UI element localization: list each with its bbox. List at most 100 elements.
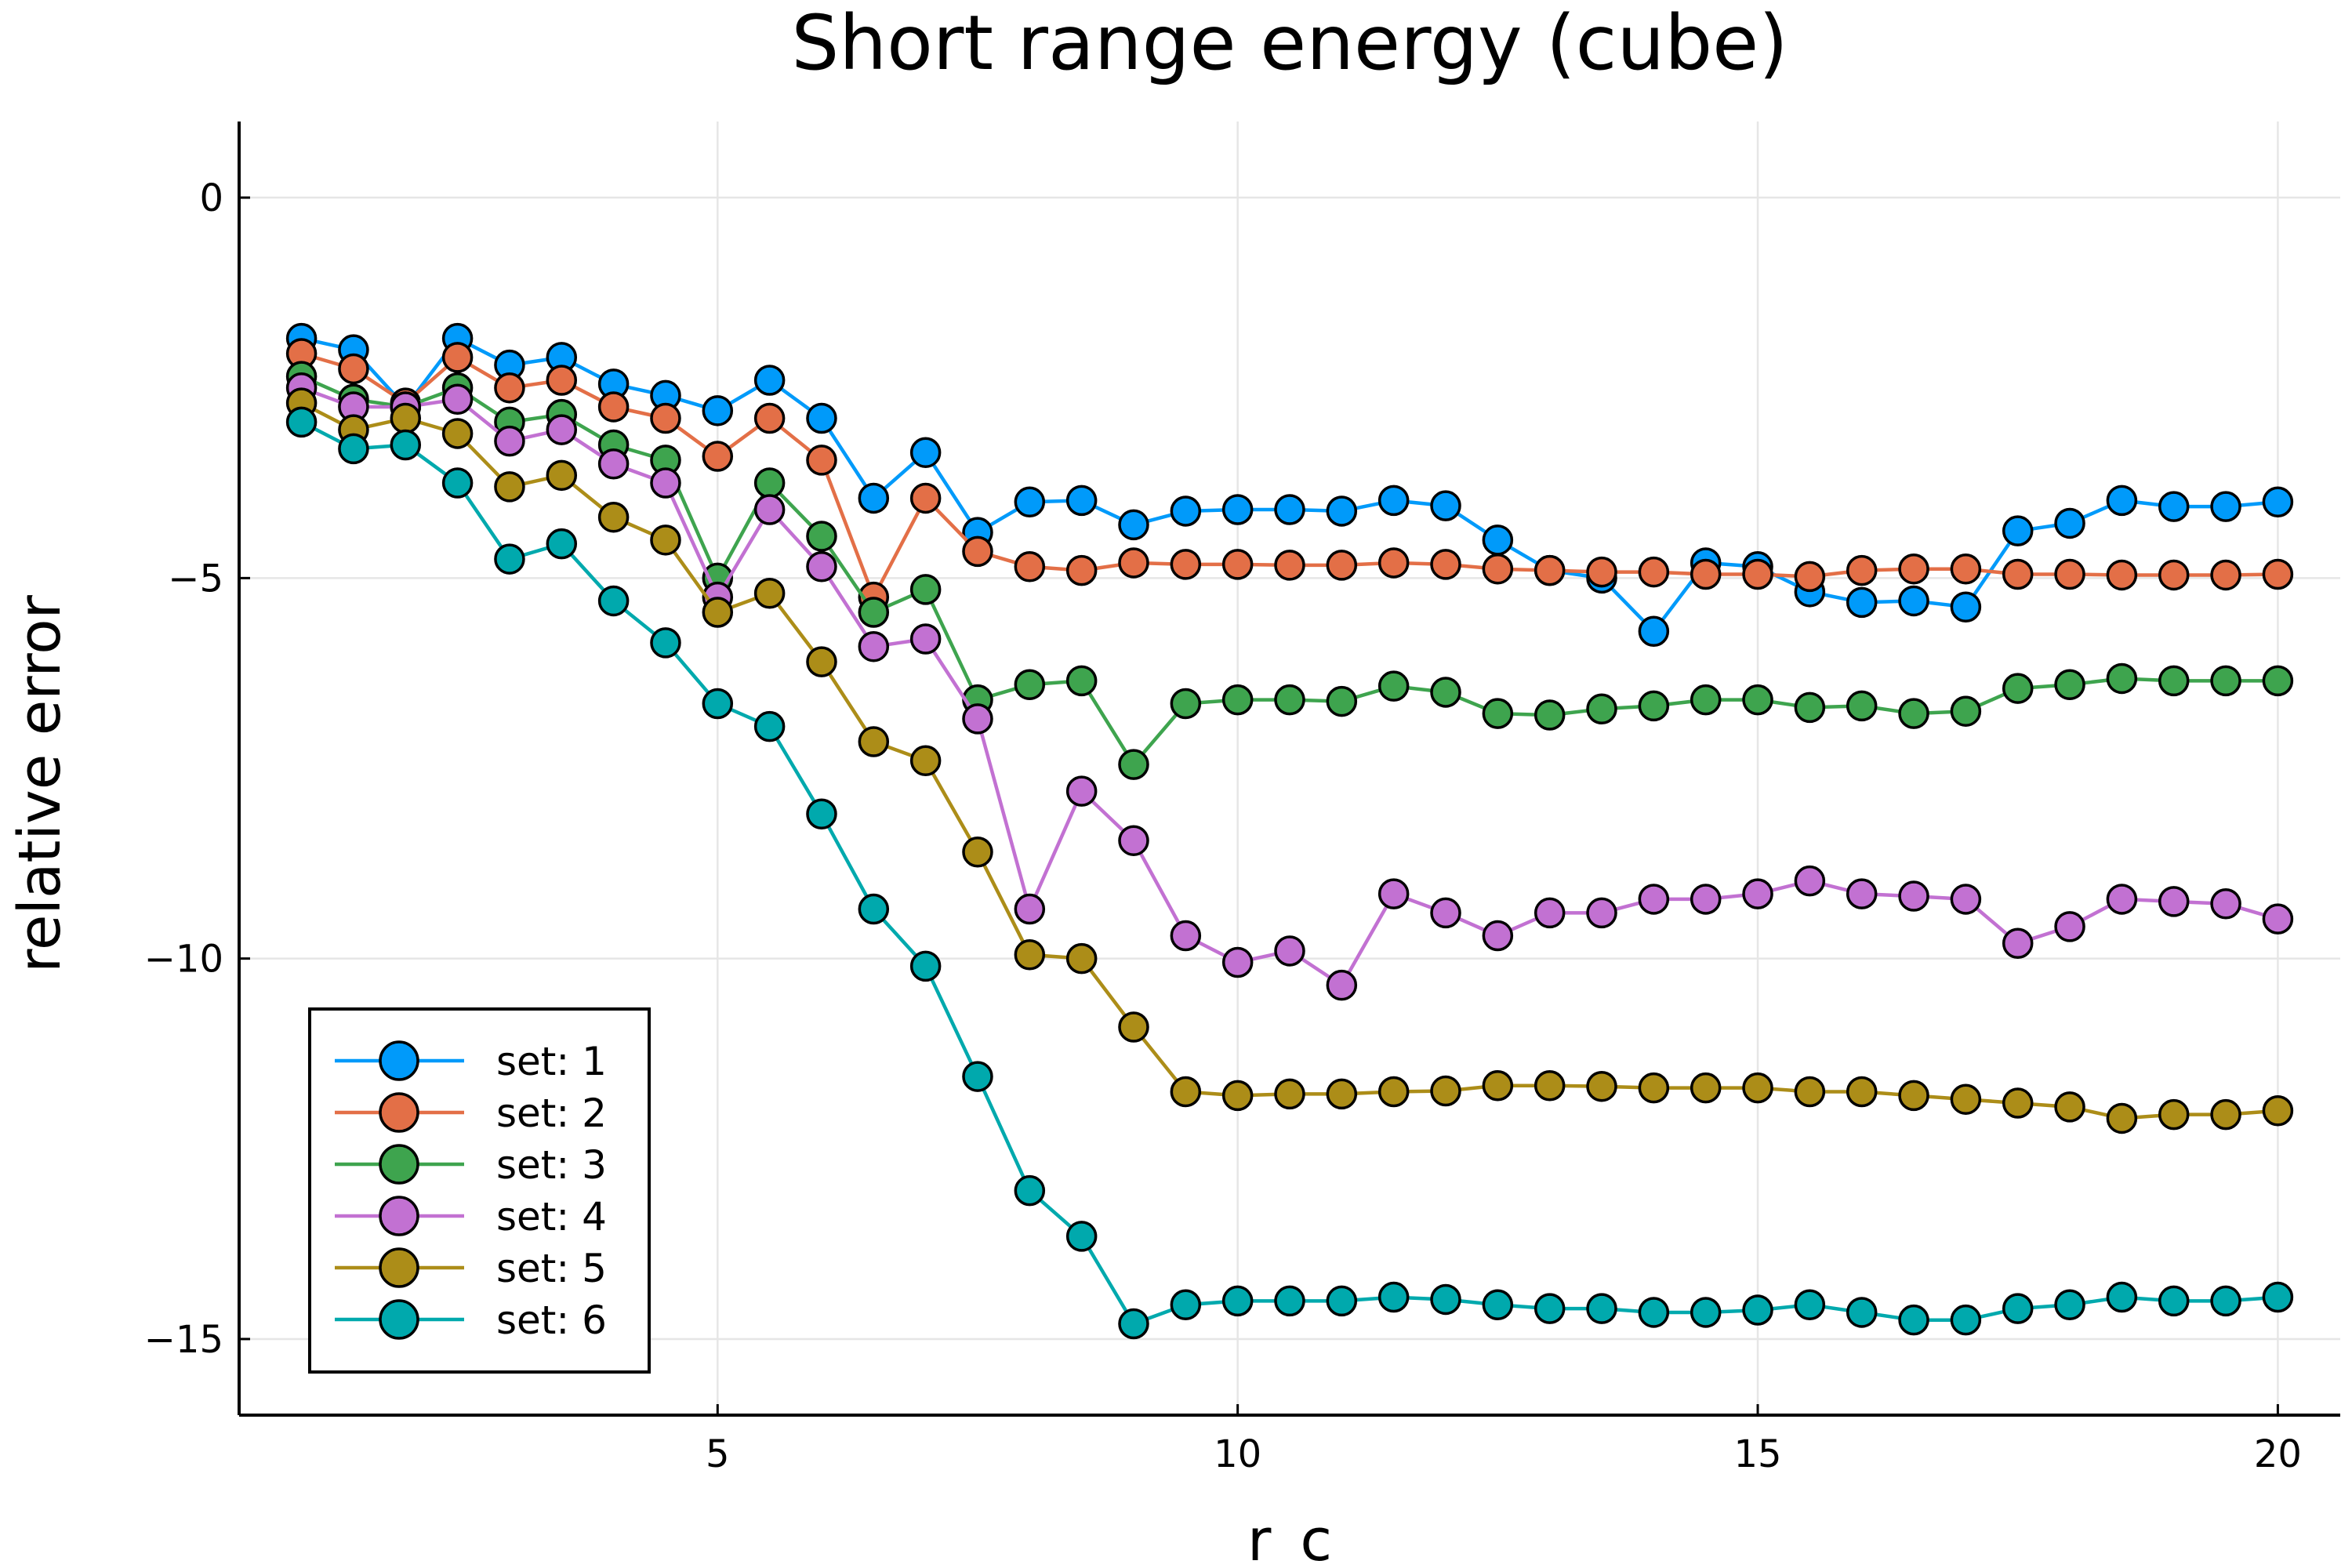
data-point [1274, 684, 1305, 716]
data-point [962, 1061, 993, 1092]
series-layer [285, 322, 2294, 1340]
data-point [441, 383, 474, 416]
legend-label: set: 4 [496, 1194, 607, 1240]
data-point [1377, 878, 1410, 909]
data-point [1742, 558, 1773, 590]
data-point [2210, 1285, 2241, 1317]
data-point [1638, 884, 1670, 915]
data-point [2262, 665, 2294, 697]
data-point [2158, 886, 2190, 917]
data-point [1377, 485, 1410, 517]
data-point [2054, 1091, 2085, 1123]
data-point [1586, 693, 1617, 725]
x-tick-label: 20 [2254, 1432, 2302, 1476]
data-point [1377, 1281, 1410, 1313]
data-point [1065, 942, 1098, 975]
data-point [1794, 691, 1826, 724]
legend-item-4: set: 4 [335, 1194, 607, 1240]
data-point [2158, 491, 2190, 522]
data-point [494, 372, 525, 404]
data-point [909, 745, 942, 777]
data-point [1950, 695, 1982, 727]
data-point [806, 798, 837, 829]
data-point [1326, 969, 1358, 1001]
data-point [1898, 1080, 1929, 1112]
data-point [1950, 591, 1982, 622]
data-point [390, 429, 422, 461]
data-point [702, 441, 734, 472]
data-point [1118, 749, 1149, 780]
data-point [1742, 1072, 1773, 1104]
data-point [909, 950, 942, 982]
data-point [285, 406, 318, 438]
data-point [390, 402, 422, 434]
data-point [1898, 553, 1929, 585]
data-point [2054, 1289, 2085, 1321]
data-point [909, 482, 942, 514]
data-point [1638, 556, 1670, 588]
data-point [1065, 1221, 1098, 1252]
data-point [1846, 1297, 1878, 1328]
data-point [1221, 494, 1254, 525]
data-point [1690, 884, 1722, 915]
data-point [1482, 698, 1514, 729]
data-point [1221, 684, 1254, 716]
data-point [858, 630, 890, 662]
data-point [1430, 897, 1461, 929]
legend-item-6: set: 6 [335, 1298, 607, 1343]
data-point [1638, 1297, 1670, 1328]
series-1 [285, 322, 2294, 648]
y-tick-label: −10 [144, 938, 223, 982]
data-point [858, 893, 890, 925]
data-point [1482, 920, 1514, 952]
data-point [2210, 888, 2241, 920]
data-point [1118, 825, 1149, 856]
data-point [2054, 558, 2085, 590]
data-point [1170, 495, 1202, 527]
series-2 [285, 338, 2294, 613]
data-point [597, 585, 630, 617]
y-tick-label: −5 [168, 557, 223, 601]
data-point [962, 837, 993, 868]
data-point [1534, 554, 1566, 586]
legend-label: set: 5 [496, 1246, 607, 1291]
data-point [1898, 698, 1929, 729]
data-point [1950, 1304, 1982, 1336]
data-point [1274, 550, 1305, 581]
data-point [1430, 1283, 1461, 1316]
data-point [1326, 550, 1358, 581]
data-point [1534, 1069, 1566, 1102]
data-point [1014, 551, 1046, 583]
data-point [2210, 491, 2241, 522]
data-point [1118, 509, 1149, 541]
data-point [1430, 677, 1461, 708]
data-point [2210, 559, 2241, 591]
data-point [1794, 561, 1826, 593]
data-point [1742, 1294, 1773, 1326]
data-point [2158, 559, 2190, 591]
data-point [546, 528, 578, 560]
x-tick-label: 15 [1733, 1432, 1781, 1476]
data-point [546, 459, 578, 492]
data-point [1014, 1174, 1046, 1207]
legend-item-2: set: 2 [335, 1091, 607, 1136]
data-point [1586, 556, 1617, 588]
data-point [1430, 1075, 1461, 1107]
data-point [1534, 897, 1566, 929]
data-point [1586, 1070, 1617, 1102]
data-point [1950, 553, 1982, 585]
data-point [2054, 507, 2085, 539]
data-point [1586, 1293, 1617, 1324]
data-point [2106, 1102, 2138, 1134]
data-point [1794, 1289, 1826, 1321]
data-point [1846, 586, 1878, 619]
data-point [1377, 670, 1410, 702]
data-point [1638, 1072, 1670, 1104]
data-point [2210, 1098, 2241, 1131]
data-point [753, 365, 786, 396]
data-point [1118, 1308, 1149, 1340]
data-point [441, 342, 474, 373]
data-point [1014, 939, 1046, 971]
data-point [1742, 878, 1773, 909]
legend-label: set: 2 [496, 1091, 607, 1136]
